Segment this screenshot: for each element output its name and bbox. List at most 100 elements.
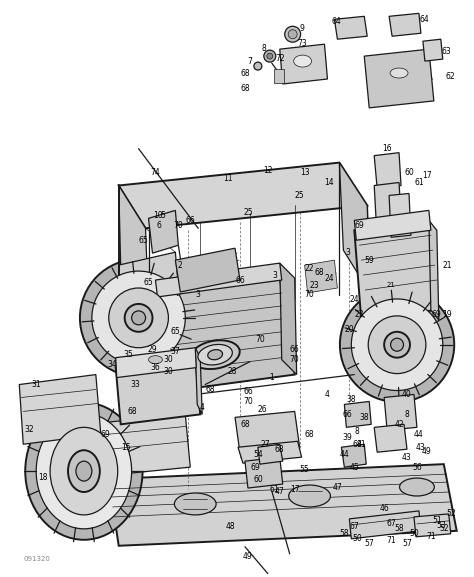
Ellipse shape — [254, 62, 262, 70]
Text: 66: 66 — [235, 276, 245, 284]
Text: 32: 32 — [25, 425, 34, 434]
Polygon shape — [335, 16, 367, 39]
Polygon shape — [374, 182, 401, 222]
Text: 66: 66 — [290, 345, 300, 354]
Text: 17: 17 — [290, 485, 300, 493]
Text: 34: 34 — [108, 360, 118, 369]
Text: 54: 54 — [253, 449, 263, 459]
Polygon shape — [109, 464, 457, 546]
Ellipse shape — [191, 340, 240, 369]
Ellipse shape — [368, 316, 426, 373]
Text: 68: 68 — [353, 440, 362, 449]
Polygon shape — [374, 153, 401, 189]
Text: 64: 64 — [419, 15, 429, 24]
Text: 30: 30 — [164, 355, 173, 364]
Text: 47: 47 — [275, 486, 284, 496]
Text: 41: 41 — [356, 440, 366, 449]
Polygon shape — [118, 252, 180, 325]
Text: 70: 70 — [305, 290, 314, 299]
Text: 11: 11 — [223, 174, 233, 183]
Polygon shape — [389, 193, 411, 237]
Ellipse shape — [36, 413, 132, 529]
Text: 43: 43 — [402, 453, 412, 462]
Text: 68: 68 — [240, 69, 250, 77]
Text: 35: 35 — [124, 350, 134, 359]
Text: 4: 4 — [325, 390, 330, 399]
Ellipse shape — [208, 350, 222, 359]
Polygon shape — [155, 263, 282, 297]
Text: 12: 12 — [263, 166, 273, 175]
Ellipse shape — [288, 30, 297, 39]
Ellipse shape — [390, 68, 408, 78]
Polygon shape — [305, 260, 337, 293]
Text: 24: 24 — [325, 273, 334, 283]
Text: 44: 44 — [414, 430, 424, 439]
Bar — [274, 69, 284, 83]
Text: 25: 25 — [295, 191, 304, 200]
Polygon shape — [389, 13, 421, 36]
Text: 66: 66 — [185, 216, 195, 225]
Text: 70: 70 — [243, 397, 253, 406]
Text: 091320: 091320 — [23, 556, 50, 561]
Text: 16: 16 — [383, 144, 392, 153]
Text: 67: 67 — [349, 522, 359, 531]
Text: 23: 23 — [310, 280, 319, 290]
Text: 56: 56 — [412, 463, 422, 471]
Text: 49: 49 — [422, 447, 432, 456]
Polygon shape — [19, 374, 101, 444]
Text: 65: 65 — [144, 278, 154, 287]
Polygon shape — [245, 457, 283, 488]
Ellipse shape — [294, 55, 311, 67]
Text: 5: 5 — [160, 211, 165, 220]
Polygon shape — [414, 514, 451, 537]
Text: 22: 22 — [305, 264, 314, 272]
Text: 15: 15 — [121, 443, 130, 452]
Ellipse shape — [92, 271, 185, 365]
Ellipse shape — [125, 304, 153, 332]
Polygon shape — [195, 348, 202, 414]
Text: 19: 19 — [442, 310, 452, 320]
Polygon shape — [175, 248, 240, 292]
Text: 9: 9 — [299, 24, 304, 33]
Ellipse shape — [351, 299, 443, 391]
Ellipse shape — [285, 27, 301, 42]
Text: 51: 51 — [432, 516, 442, 526]
Text: 70: 70 — [290, 355, 300, 364]
Text: 28: 28 — [227, 367, 237, 376]
Polygon shape — [238, 441, 301, 463]
Text: 70: 70 — [173, 221, 183, 230]
Text: 66: 66 — [343, 410, 352, 419]
Text: 55: 55 — [300, 464, 310, 474]
Text: 74: 74 — [151, 168, 160, 177]
Ellipse shape — [384, 332, 410, 358]
Polygon shape — [354, 211, 431, 240]
Text: 36: 36 — [151, 363, 160, 372]
Text: 14: 14 — [325, 178, 334, 187]
Text: 50: 50 — [409, 529, 419, 538]
Text: 60: 60 — [404, 168, 414, 177]
Text: 50: 50 — [352, 534, 362, 544]
Text: 72: 72 — [275, 54, 284, 63]
Text: 48: 48 — [225, 522, 235, 531]
Polygon shape — [148, 211, 178, 253]
Text: 57: 57 — [402, 539, 412, 548]
Polygon shape — [374, 424, 407, 452]
Text: 39: 39 — [343, 433, 352, 442]
Text: 68: 68 — [205, 385, 215, 394]
Text: 64: 64 — [331, 17, 341, 26]
Text: 27: 27 — [260, 440, 270, 449]
Text: 8: 8 — [262, 44, 266, 53]
Text: 3: 3 — [273, 271, 277, 280]
Text: 62: 62 — [446, 72, 456, 81]
Text: 17: 17 — [422, 171, 432, 180]
Text: 68: 68 — [240, 420, 250, 429]
Text: 4: 4 — [200, 403, 205, 412]
Text: 37: 37 — [171, 347, 180, 356]
Text: 67: 67 — [386, 519, 396, 529]
Text: 3: 3 — [345, 248, 350, 257]
Polygon shape — [56, 414, 190, 480]
Text: 43: 43 — [416, 443, 426, 452]
Text: 10: 10 — [154, 211, 163, 220]
Text: 69: 69 — [101, 430, 110, 439]
Text: 31: 31 — [31, 380, 41, 389]
